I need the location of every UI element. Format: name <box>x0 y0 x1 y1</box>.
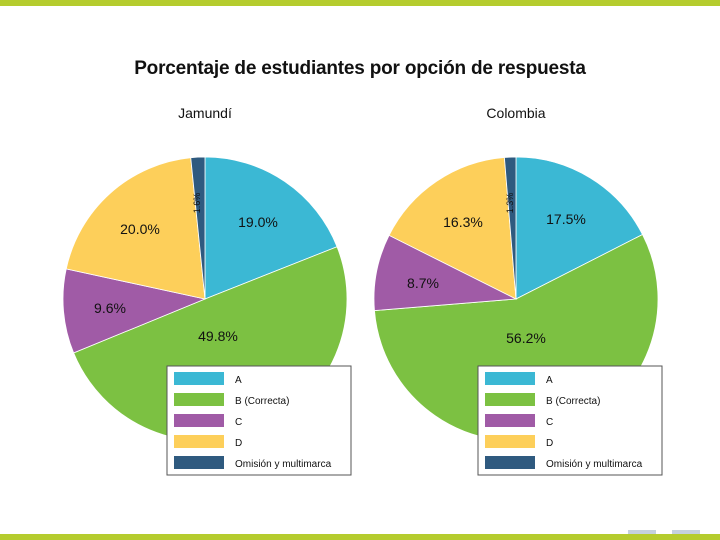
slice-label: 1.6% <box>192 193 202 214</box>
legend-label: Omisión y multimarca <box>546 459 643 470</box>
bottom-accent-bar <box>0 534 720 540</box>
pie-slice-omision <box>190 156 206 300</box>
slice-label: 9.6% <box>94 300 126 316</box>
footer-mark <box>672 530 700 534</box>
legend-swatch <box>485 456 535 469</box>
pie-title: Jamundí <box>178 105 232 121</box>
legend-label: A <box>235 375 242 386</box>
footer-mark <box>628 530 656 534</box>
legend-swatch <box>485 372 535 385</box>
pie-slice-a <box>204 156 338 300</box>
legend-label: B (Correcta) <box>235 396 289 407</box>
pie-slice-d <box>65 157 206 300</box>
legend-swatch <box>485 393 535 406</box>
legend-label: C <box>235 417 242 428</box>
slice-label: 8.7% <box>407 275 439 291</box>
slice-label: 56.2% <box>506 330 546 346</box>
legend-label: C <box>546 417 553 428</box>
legend-label: B (Correcta) <box>546 396 600 407</box>
pie-jamundí: Jamundí 19.0% 49.8% 9.6% 20.0% 1.6% A B (Correc… <box>62 105 352 476</box>
legend-label: D <box>546 438 553 449</box>
legend-swatch <box>174 372 224 385</box>
slice-label: 17.5% <box>546 211 586 227</box>
legend-label: A <box>546 375 553 386</box>
legend-swatch <box>485 414 535 427</box>
legend-swatch <box>174 414 224 427</box>
legend-swatch <box>174 456 224 469</box>
legend-swatch <box>485 435 535 448</box>
slice-label: 19.0% <box>238 214 278 230</box>
slice-label: 49.8% <box>198 328 238 344</box>
pie-slice-d <box>388 157 517 300</box>
pie-title: Colombia <box>486 105 545 121</box>
chart-title: Porcentaje de estudiantes por opción de … <box>134 58 586 79</box>
pie-colombia: Colombia 17.5% 56.2% 8.7% 16.3% 1.3% A B (Corre… <box>373 105 663 476</box>
legend-swatch <box>174 393 224 406</box>
pie-slice-a <box>515 156 644 300</box>
legend-swatch <box>174 435 224 448</box>
slice-label: 20.0% <box>120 221 160 237</box>
legend-label: D <box>235 438 242 449</box>
pie-slice-c <box>62 268 207 354</box>
top-accent-bar <box>0 0 720 6</box>
legend-label: Omisión y multimarca <box>235 459 332 470</box>
pie-slice-omision <box>503 156 517 300</box>
slice-label: 16.3% <box>443 214 483 230</box>
slice-label: 1.3% <box>505 193 515 214</box>
